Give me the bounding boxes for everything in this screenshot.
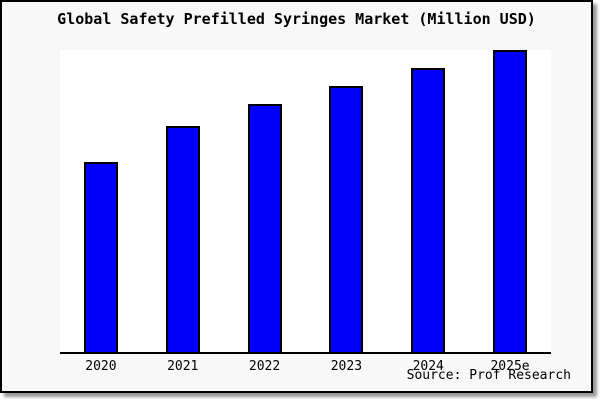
x-tick-label: 2020 <box>85 359 117 374</box>
chart-title: Global Safety Prefilled Syringes Market … <box>57 10 536 28</box>
bar <box>411 68 446 352</box>
bar <box>165 125 200 352</box>
bar-slot: 2022 <box>247 50 282 374</box>
bar <box>83 161 118 352</box>
x-tick-label: 2021 <box>167 359 199 374</box>
x-tick-label: 2024 <box>412 359 444 374</box>
x-tick-label: 2022 <box>248 359 281 374</box>
x-tick-label: 2025e <box>490 359 530 374</box>
bar-slot: 2024 <box>411 50 446 374</box>
source-credit: Source: Prof Research <box>406 368 571 383</box>
bar-slot: 2025e <box>490 50 530 374</box>
x-tick-label: 2023 <box>330 359 363 374</box>
bar-series: 2020 2021 2022 2023 2024 2025e <box>60 50 551 374</box>
bar-slot: 2020 <box>83 50 118 374</box>
bar <box>247 104 282 352</box>
bar-slot: 2021 <box>165 50 200 374</box>
bar <box>493 50 528 352</box>
plot-area: 2020 2021 2022 2023 2024 2025e <box>60 50 551 374</box>
bar <box>329 86 364 352</box>
chart-frame: Global Safety Prefilled Syringes Market … <box>0 0 593 393</box>
bar-slot: 2023 <box>329 50 364 374</box>
